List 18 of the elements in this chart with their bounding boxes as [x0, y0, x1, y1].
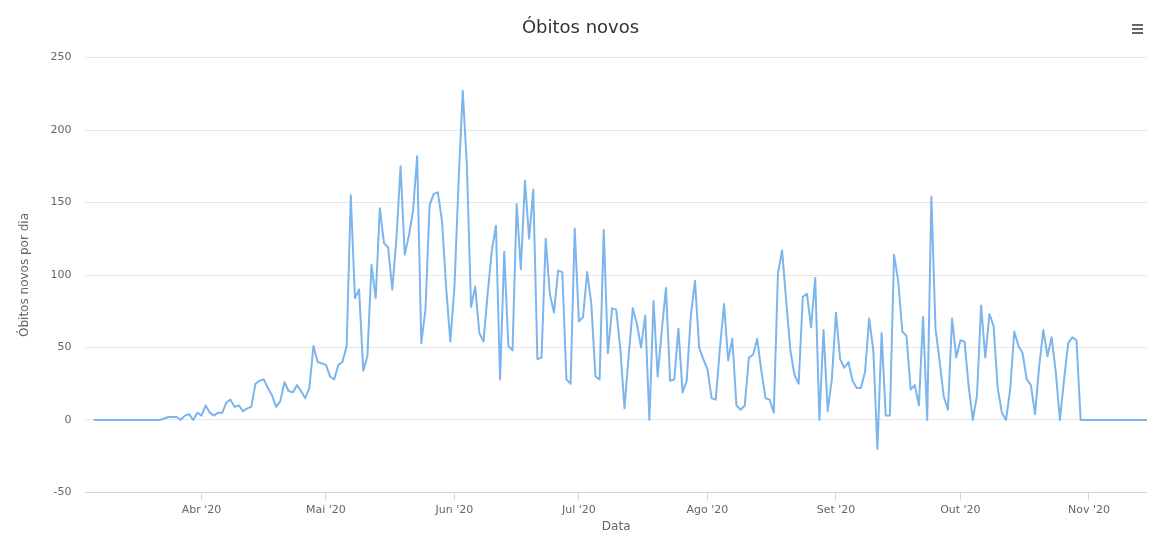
- y-axis-title: Óbitos novos por dia: [16, 213, 32, 337]
- y-tick-label: -50: [53, 485, 72, 499]
- x-axis-title: Data: [601, 518, 631, 533]
- x-tick-label: Jun '20: [434, 502, 474, 516]
- y-tick-label: 50: [57, 340, 72, 354]
- x-tick-label: Jul '20: [560, 502, 596, 516]
- x-tick-label: Ago '20: [686, 502, 729, 516]
- chart-title: Óbitos novos: [521, 16, 640, 38]
- x-tick-label: Abr '20: [181, 502, 222, 516]
- y-tick-label: 150: [50, 195, 72, 209]
- x-tick-label: Out '20: [940, 502, 981, 516]
- x-tick-label: Mai '20: [306, 502, 346, 516]
- y-tick-label: 250: [50, 50, 72, 64]
- y-tick-label: 0: [64, 412, 72, 426]
- x-tick-label: Set '20: [816, 502, 856, 516]
- x-tick-label: Nov '20: [1067, 502, 1110, 516]
- y-tick-label: 100: [50, 267, 72, 281]
- y-tick-label: 200: [50, 122, 72, 136]
